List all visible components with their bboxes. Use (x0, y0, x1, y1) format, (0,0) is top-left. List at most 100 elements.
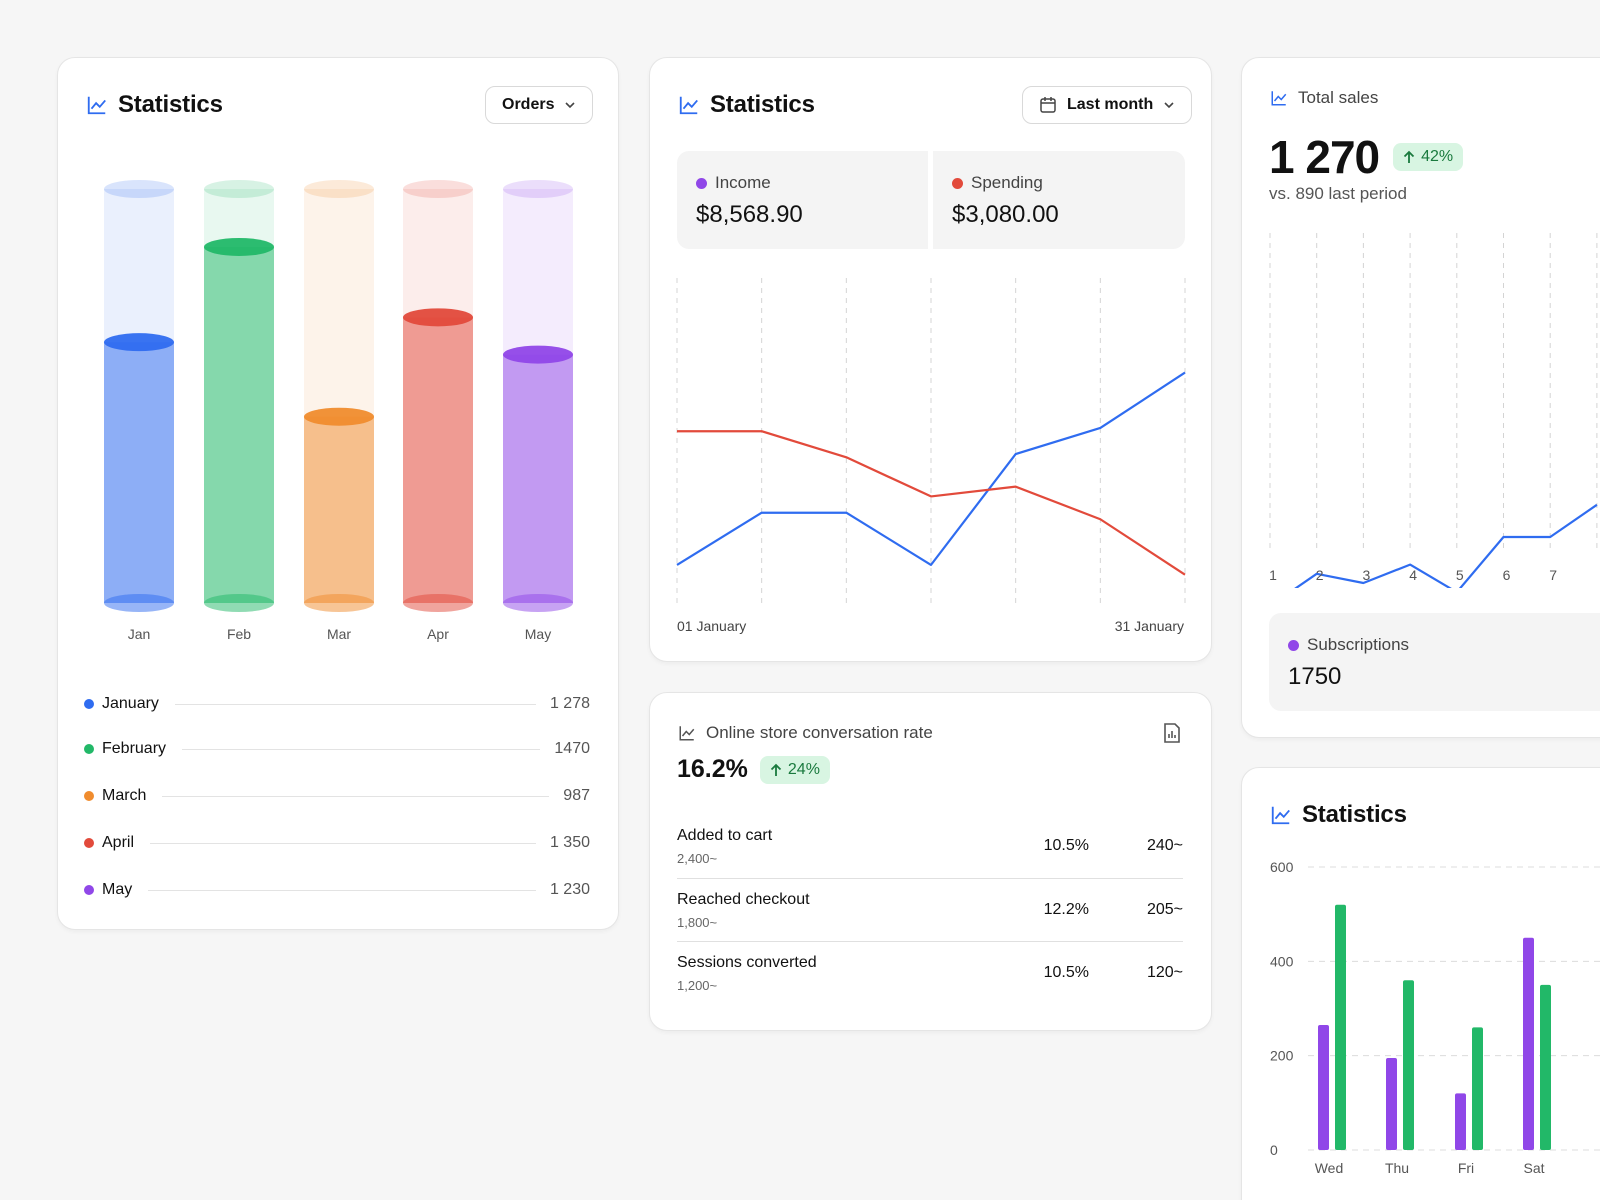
legend-value: 1 230 (549, 881, 590, 898)
report-icon[interactable] (1161, 722, 1183, 744)
cylinder-bar-chart: Jan Feb Mar Apr May (104, 180, 573, 642)
card-title: Online store conversation rate (706, 723, 933, 742)
bar-sat-2 (1540, 984, 1551, 1150)
legend-dot (84, 699, 94, 709)
line-chart-icon (679, 96, 698, 115)
legend-divider (174, 703, 536, 705)
income-label: Income (715, 173, 771, 192)
card-header: Statistics (678, 91, 815, 119)
income-box: Income $8,568.90 (677, 151, 928, 249)
funnel-step-label: Added to cart (677, 827, 773, 844)
line-chart-icon (679, 726, 695, 741)
chevron-down-icon (565, 102, 576, 109)
bar-track-cap (204, 180, 274, 198)
subscriptions-dot (1288, 639, 1299, 651)
legend-divider (162, 795, 550, 797)
funnel-step-label: Reached checkout (677, 891, 810, 908)
legend-value: 1 278 (549, 695, 590, 712)
legend-divider (182, 748, 541, 750)
x-tick-label: 4 (1409, 567, 1417, 583)
card-title: Statistics (118, 91, 223, 118)
subscriptions-box: Subscriptions 1750 (1269, 613, 1600, 711)
funnel-step-count: 205~ (1146, 901, 1183, 918)
bar-fri-1 (1455, 1093, 1466, 1150)
cylinder-bar-mar (304, 180, 374, 612)
badge-value: 42% (1421, 148, 1454, 165)
comparison-text: vs. 890 last period (1269, 184, 1407, 203)
orders-dropdown[interactable]: Orders (485, 86, 594, 124)
y-tick-label: 600 (1270, 859, 1294, 875)
x-tick-label: Apr (427, 626, 449, 642)
total-sales-line-chart: 1 2 3 4 5 6 7 (1269, 233, 1598, 588)
funnel-row: Added to cart 2,400~ 10.5% 240~ (677, 815, 1183, 878)
bar-top (204, 237, 274, 256)
legend-value: 1470 (554, 740, 590, 757)
series-line-income (676, 371, 1186, 566)
x-axis-end-label: 31 January (1114, 618, 1184, 634)
bar-track-cap (503, 180, 573, 198)
y-tick-label: 200 (1270, 1048, 1294, 1064)
bar-base (403, 594, 473, 612)
x-tick-label: Fri (1458, 1160, 1474, 1176)
growth-badge: 24% (759, 755, 830, 784)
x-tick-label: Mar (327, 626, 351, 642)
legend-dot (84, 791, 94, 801)
legend-item-may: May 1 230 (84, 878, 590, 902)
series-line-spending (677, 430, 1186, 576)
bar-wed-2 (1335, 904, 1346, 1150)
bar-sat-1 (1523, 937, 1534, 1150)
legend-dot (84, 838, 94, 848)
cylinder-bar-apr (403, 180, 473, 612)
legend-label: February (102, 740, 167, 757)
arrow-up-icon (770, 763, 782, 776)
legend-divider (150, 842, 536, 844)
funnel-row: Reached checkout 1,800~ 12.2% 205~ (677, 878, 1183, 941)
legend-dot (84, 885, 94, 895)
funnel-step-count: 240~ (1146, 837, 1183, 854)
spending-box: Spending $3,080.00 (933, 151, 1185, 249)
line-chart-icon (1271, 806, 1290, 825)
spending-dot (952, 177, 963, 189)
bar-thu-2 (1403, 980, 1414, 1150)
arrow-up-icon (1403, 150, 1415, 163)
legend-item-january: January 1 278 (84, 692, 590, 716)
x-tick-label: 5 (1456, 567, 1464, 583)
legend-label: May (102, 881, 133, 898)
orders-statistics-card: Statistics Orders Jan Feb Mar Apr May Januar… (57, 57, 619, 930)
y-tick-label: 0 (1270, 1142, 1278, 1158)
legend-value: 987 (563, 787, 590, 804)
spending-value: $3,080.00 (952, 201, 1059, 228)
income-spending-line-chart (676, 278, 1186, 604)
funnel-step-percent: 10.5% (1043, 837, 1089, 854)
total-sales-card: Total sales 1 270 42% vs. 890 last perio… (1241, 57, 1600, 738)
legend-item-february: February 1470 (84, 737, 590, 761)
income-value: $8,568.90 (696, 201, 803, 228)
calendar-icon (1040, 97, 1056, 113)
bar-top (503, 345, 573, 364)
legend-item-april: April 1 350 (84, 831, 590, 855)
legend-dot (84, 744, 94, 754)
funnel-step-sessions: 2,400~ (677, 851, 718, 866)
x-axis-start-label: 01 January (677, 618, 747, 634)
badge-value: 24% (787, 760, 820, 778)
line-chart-icon (1271, 91, 1287, 106)
legend-label: April (102, 834, 135, 851)
dropdown-label: Orders (502, 96, 555, 113)
legend-label: January (102, 695, 159, 712)
dropdown-label: Last month (1067, 96, 1154, 113)
cylinder-bar-feb (204, 180, 274, 612)
funnel-step-count: 120~ (1146, 964, 1183, 981)
card-title: Statistics (1302, 801, 1407, 828)
period-dropdown[interactable]: Last month (1022, 86, 1193, 124)
subscriptions-label: Subscriptions (1307, 635, 1410, 654)
chevron-down-icon (1164, 102, 1174, 109)
x-tick-label: 1 (1269, 567, 1277, 583)
weekly-statistics-card: Statistics 600 400 200 0 Wed Thu Fri Sat (1241, 767, 1600, 1200)
bar-fill (503, 354, 573, 603)
x-tick-label: May (525, 626, 551, 642)
bar-base (304, 594, 374, 612)
card-title: Total sales (1298, 88, 1379, 107)
card-title: Statistics (710, 91, 815, 118)
total-sales-value: 1 270 (1269, 131, 1380, 183)
funnel-step-percent: 10.5% (1043, 964, 1089, 981)
